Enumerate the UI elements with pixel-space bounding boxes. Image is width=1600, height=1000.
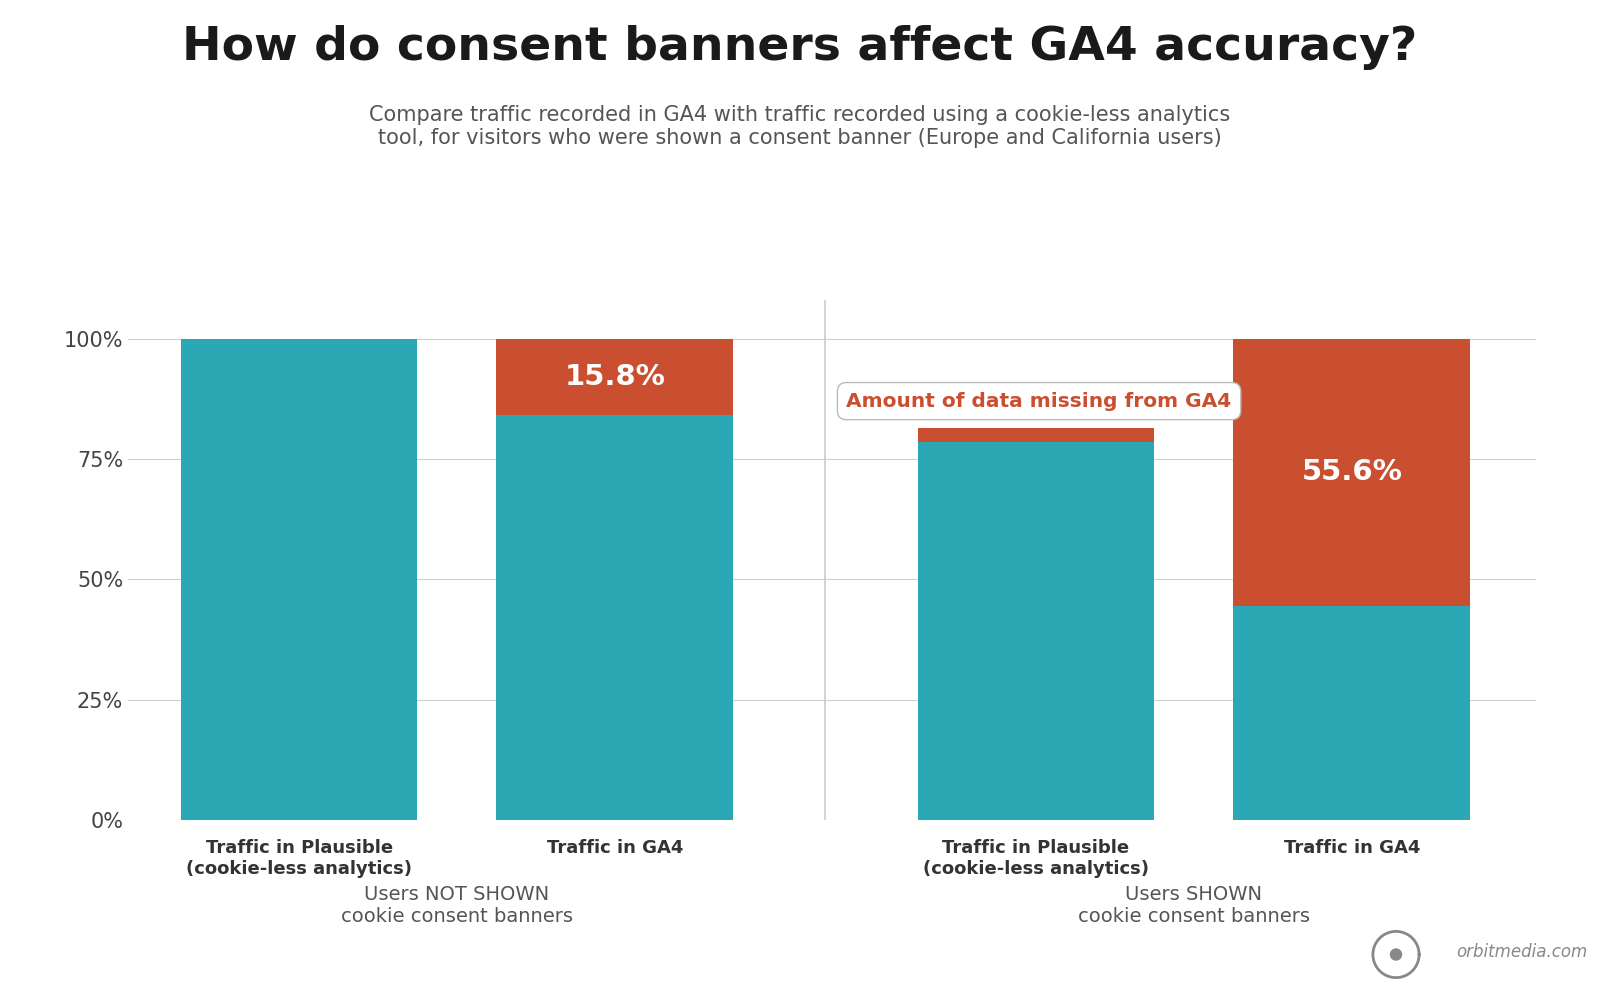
Bar xyxy=(496,339,733,415)
Text: Users SHOWN
cookie consent banners: Users SHOWN cookie consent banners xyxy=(1078,885,1310,926)
Bar xyxy=(1234,339,1470,606)
Circle shape xyxy=(1390,949,1402,960)
Text: Users NOT SHOWN
cookie consent banners: Users NOT SHOWN cookie consent banners xyxy=(341,885,573,926)
Text: How do consent banners affect GA4 accuracy?: How do consent banners affect GA4 accura… xyxy=(182,25,1418,70)
Bar xyxy=(1234,606,1470,820)
Text: 15.8%: 15.8% xyxy=(565,363,666,391)
Text: Amount of data missing from GA4: Amount of data missing from GA4 xyxy=(846,392,1232,411)
Text: Compare traffic recorded in GA4 with traffic recorded using a cookie-less analyt: Compare traffic recorded in GA4 with tra… xyxy=(370,105,1230,148)
Bar xyxy=(181,339,418,820)
Bar xyxy=(917,442,1154,820)
Text: 55.6%: 55.6% xyxy=(1301,458,1402,486)
Bar xyxy=(496,415,733,820)
Bar xyxy=(917,428,1154,442)
Text: orbitmedia.com: orbitmedia.com xyxy=(1456,943,1587,961)
